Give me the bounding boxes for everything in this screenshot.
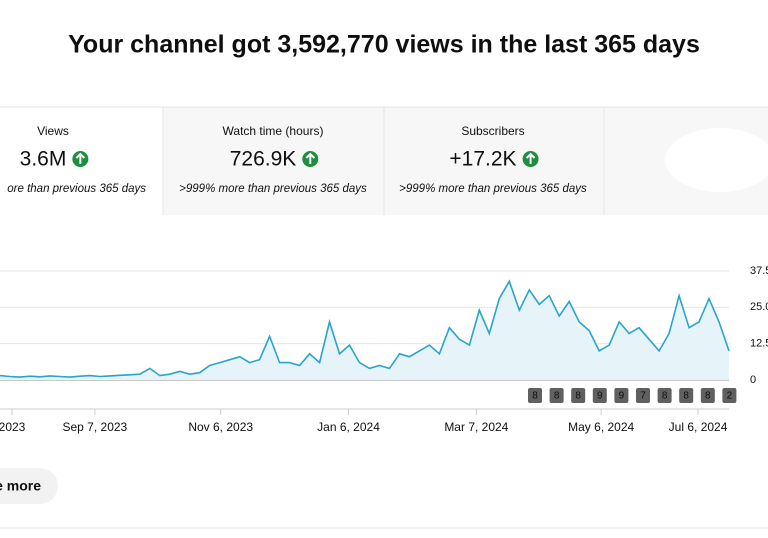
card-label: Views bbox=[37, 124, 69, 138]
video-marker-count: 9 bbox=[597, 391, 603, 402]
x-tick-label: 2023 bbox=[0, 420, 26, 434]
video-marker bbox=[528, 388, 542, 403]
y-tick-label: 37.5 bbox=[750, 265, 768, 277]
card-note: ore than previous 365 days bbox=[7, 183, 146, 195]
x-tick-label: May 6, 2024 bbox=[568, 420, 634, 434]
x-tick-label: Sep 7, 2023 bbox=[63, 420, 128, 434]
y-tick-label: 25.0 bbox=[750, 301, 768, 313]
card-note: >999% more than previous 365 days bbox=[399, 183, 587, 195]
video-marker bbox=[679, 388, 694, 403]
up-arrow-glyph bbox=[305, 152, 315, 164]
see-more-label[interactable]: e more bbox=[0, 478, 41, 494]
x-tick-label: Nov 6, 2023 bbox=[188, 420, 253, 434]
video-marker bbox=[549, 388, 564, 403]
up-arrow-glyph bbox=[525, 152, 536, 164]
up-arrow-glyph bbox=[75, 152, 86, 164]
card-label: Subscribers bbox=[461, 124, 524, 138]
y-tick-label: 0 bbox=[750, 374, 756, 386]
headline: Your channel got 3,592,770 views in the … bbox=[68, 31, 700, 59]
y-tick-label: 12.5 bbox=[750, 338, 768, 350]
x-tick-label: Mar 7, 2024 bbox=[444, 420, 508, 434]
video-marker bbox=[592, 388, 607, 403]
video-marker-count: 8 bbox=[662, 391, 668, 402]
card-note: >999% more than previous 365 days bbox=[179, 183, 367, 195]
video-marker-count: 8 bbox=[683, 391, 689, 402]
card-value: +17.2K bbox=[449, 148, 516, 171]
blurred-card bbox=[665, 128, 768, 192]
video-marker bbox=[700, 388, 715, 403]
card-value: 726.9K bbox=[230, 148, 297, 171]
card-label: Watch time (hours) bbox=[223, 124, 324, 138]
video-marker bbox=[657, 388, 672, 403]
video-marker bbox=[571, 388, 586, 403]
see-more-button[interactable] bbox=[0, 468, 58, 504]
x-tick-label: Jul 6, 2024 bbox=[669, 420, 728, 434]
video-marker-count: 2 bbox=[727, 391, 733, 402]
video-marker bbox=[636, 388, 650, 403]
card-value: 3.6M bbox=[20, 148, 67, 171]
area bbox=[0, 281, 729, 380]
video-marker-count: 8 bbox=[705, 391, 711, 402]
video-marker bbox=[722, 388, 737, 403]
video-marker bbox=[614, 388, 629, 403]
line bbox=[0, 279, 730, 378]
video-marker-count: 9 bbox=[619, 391, 625, 402]
video-marker-count: 8 bbox=[554, 391, 560, 402]
x-tick-label: Jan 6, 2024 bbox=[317, 420, 380, 434]
video-marker-count: 7 bbox=[640, 391, 646, 402]
video-marker-count: 8 bbox=[532, 391, 538, 402]
video-marker-count: 8 bbox=[575, 391, 581, 402]
